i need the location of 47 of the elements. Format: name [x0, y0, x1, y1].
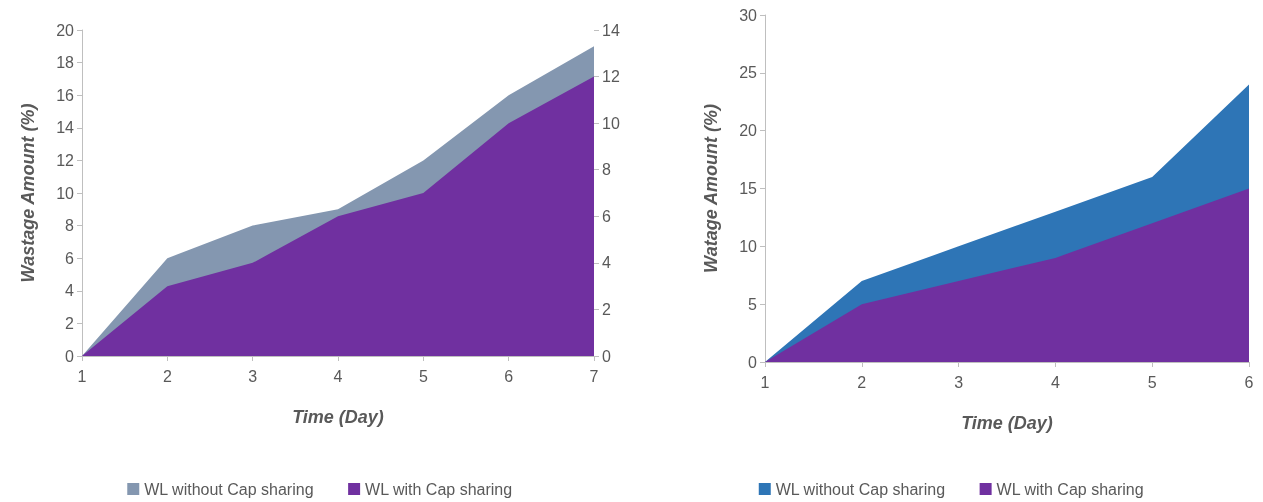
x-tick-label: 2	[857, 373, 867, 391]
x-axis-title: Time (Day)	[292, 407, 384, 427]
x-axis-title: Time (Day)	[961, 413, 1053, 433]
y-tick-label: 2	[65, 314, 75, 332]
x-tick-label: 2	[162, 367, 172, 385]
y-axis-title: Wastage Amount (%)	[18, 103, 38, 283]
x-tick-label: 6	[1244, 373, 1254, 391]
y2-tick-label: 0	[602, 347, 611, 365]
y-tick-label: 20	[56, 21, 75, 39]
y2-tick-label: 14	[602, 21, 620, 39]
x-tick-label: 3	[248, 367, 258, 385]
legend-label: WL with Cap sharing	[365, 480, 513, 498]
y-tick-label: 20	[739, 122, 758, 140]
y-tick-label: 16	[56, 86, 75, 104]
x-tick-label: 4	[333, 367, 343, 385]
y2-tick-label: 10	[602, 114, 620, 132]
y-tick-label: 10	[739, 237, 758, 255]
y-tick-label: 12	[56, 151, 75, 169]
y-tick-label: 6	[65, 249, 75, 267]
y-axis-title: Watage Amount (%)	[701, 104, 721, 273]
x-tick-label: 5	[1147, 373, 1157, 391]
legend-label: WL without Cap sharing	[775, 480, 946, 498]
x-tick-label: 1	[760, 373, 770, 391]
y-tick-label: 4	[65, 282, 75, 300]
y-tick-label: 0	[65, 347, 75, 365]
x-tick-label: 3	[954, 373, 964, 391]
x-tick-label: 4	[1050, 373, 1060, 391]
y-tick-label: 15	[739, 180, 758, 197]
x-tick-label: 1	[77, 367, 87, 385]
y2-tick-label: 8	[602, 161, 611, 179]
y-tick-label: 18	[56, 54, 75, 72]
y-tick-label: 8	[65, 217, 75, 235]
y-tick-label: 14	[56, 119, 75, 137]
y2-tick-label: 2	[602, 300, 611, 318]
x-tick-label: 5	[418, 367, 428, 385]
y-tick-label: 25	[739, 64, 758, 82]
y-tick-label: 0	[748, 353, 758, 371]
y-tick-label: 10	[56, 184, 75, 202]
y2-tick-label: 4	[602, 254, 611, 272]
y2-tick-label: 12	[602, 68, 620, 86]
x-tick-label: 7	[589, 367, 599, 385]
x-tick-label: 6	[504, 367, 514, 385]
legend-label: WL with Cap sharing	[996, 480, 1144, 498]
y-tick-label: 30	[739, 6, 758, 24]
y2-tick-label: 6	[602, 207, 611, 225]
y-tick-label: 5	[748, 295, 758, 313]
legend-label: WL without Cap sharing	[144, 480, 314, 498]
